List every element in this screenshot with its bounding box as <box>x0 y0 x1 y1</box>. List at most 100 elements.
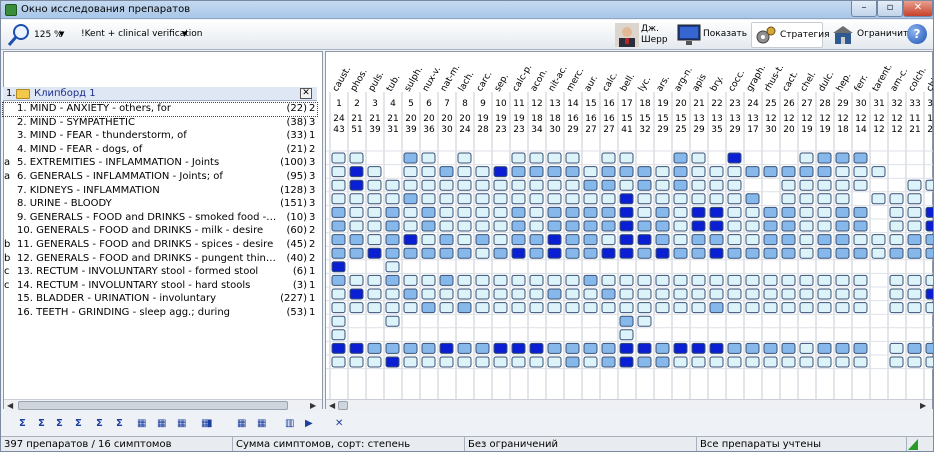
grade-cell[interactable] <box>673 302 688 314</box>
grade-cell[interactable] <box>691 247 706 259</box>
grade-cell[interactable] <box>691 302 706 314</box>
grade-cell[interactable] <box>565 220 580 232</box>
grade-cell[interactable] <box>421 342 436 354</box>
grade-cell[interactable] <box>493 220 508 232</box>
grade-cell[interactable] <box>475 342 490 354</box>
grade-cell[interactable] <box>565 247 580 259</box>
magnifier-icon[interactable] <box>7 23 31 47</box>
grade-cell[interactable] <box>655 274 670 286</box>
grade-cell[interactable] <box>727 152 742 164</box>
grade-cell[interactable] <box>673 234 688 246</box>
grade-cell[interactable] <box>367 274 382 286</box>
grade-cell[interactable] <box>853 288 868 300</box>
grade-cell[interactable] <box>403 220 418 232</box>
grade-cell[interactable] <box>367 302 382 314</box>
grade-cell[interactable] <box>385 179 400 191</box>
grade-cell[interactable] <box>493 166 508 178</box>
grade-cell[interactable] <box>583 179 598 191</box>
grade-cell[interactable] <box>601 302 616 314</box>
grid-hscroll[interactable]: ◀ ▶ <box>326 399 932 411</box>
grade-cell[interactable] <box>457 247 472 259</box>
grade-cell[interactable] <box>817 220 832 232</box>
grade-cell[interactable] <box>799 193 814 205</box>
grade-cell[interactable] <box>727 356 742 368</box>
grade-cell[interactable] <box>889 356 904 368</box>
grade-cell[interactable] <box>655 166 670 178</box>
remedy-name[interactable]: ars. <box>655 74 672 94</box>
grade-cell[interactable] <box>331 288 346 300</box>
grade-cell[interactable] <box>601 234 616 246</box>
grade-cell[interactable] <box>349 247 364 259</box>
grade-cell[interactable] <box>691 152 706 164</box>
zoom-level[interactable]: 125 % <box>34 30 63 40</box>
grade-cell[interactable] <box>349 166 364 178</box>
grade-cell[interactable] <box>511 234 526 246</box>
grade-cell[interactable] <box>637 179 652 191</box>
grade-cell[interactable] <box>439 342 454 354</box>
grade-cell[interactable] <box>493 274 508 286</box>
remedy-name[interactable]: hep. <box>835 71 854 93</box>
grade-cell[interactable] <box>655 179 670 191</box>
remedy-name[interactable]: chi. <box>925 75 934 94</box>
grade-cell[interactable] <box>547 193 562 205</box>
grade-cell[interactable] <box>691 193 706 205</box>
grade-cell[interactable] <box>925 274 934 286</box>
grade-cell[interactable] <box>637 288 652 300</box>
grade-cell[interactable] <box>799 166 814 178</box>
grade-cell[interactable] <box>835 166 850 178</box>
grade-cell[interactable] <box>763 356 778 368</box>
remedy-name[interactable]: aur. <box>583 74 600 94</box>
grade-cell[interactable] <box>925 220 934 232</box>
grade-cell[interactable] <box>799 179 814 191</box>
clipboard-header[interactable]: 1. Клипборд 1 ✕ <box>3 87 317 101</box>
grade-cell[interactable] <box>673 179 688 191</box>
grade-cell[interactable] <box>421 179 436 191</box>
grade-cell[interactable] <box>853 220 868 232</box>
grade-cell[interactable] <box>439 206 454 218</box>
grade-cell[interactable] <box>565 234 580 246</box>
grade-cell[interactable] <box>583 342 598 354</box>
grade-cell[interactable] <box>889 234 904 246</box>
grade-cell[interactable] <box>457 288 472 300</box>
grade-cell[interactable] <box>385 356 400 368</box>
grade-cell[interactable] <box>871 166 886 178</box>
grade-cell[interactable] <box>547 206 562 218</box>
grade-cell[interactable] <box>331 261 346 273</box>
grade-cell[interactable] <box>349 220 364 232</box>
grade-cell[interactable] <box>601 356 616 368</box>
grade-cell[interactable] <box>691 166 706 178</box>
grade-cell[interactable] <box>709 206 724 218</box>
grade-cell[interactable] <box>511 247 526 259</box>
remedy-name[interactable]: calc. <box>601 71 620 94</box>
grade-cell[interactable] <box>781 206 796 218</box>
grade-cell[interactable] <box>907 247 922 259</box>
grade-cell[interactable] <box>511 274 526 286</box>
grade-cell[interactable] <box>619 288 634 300</box>
grade-cell[interactable] <box>493 288 508 300</box>
grade-cell[interactable] <box>565 302 580 314</box>
grade-cell[interactable] <box>907 193 922 205</box>
grade-cell[interactable] <box>547 247 562 259</box>
analysis-tool-icon[interactable]: ▦ <box>237 418 247 429</box>
grade-cell[interactable] <box>385 342 400 354</box>
grade-cell[interactable] <box>781 220 796 232</box>
grade-cell[interactable] <box>583 206 598 218</box>
grade-cell[interactable] <box>727 234 742 246</box>
grade-cell[interactable] <box>385 193 400 205</box>
grade-cell[interactable] <box>529 288 544 300</box>
grade-cell[interactable] <box>475 206 490 218</box>
grade-cell[interactable] <box>331 356 346 368</box>
grade-cell[interactable] <box>475 220 490 232</box>
grade-cell[interactable] <box>583 302 598 314</box>
grade-cell[interactable] <box>511 356 526 368</box>
scroll-left-icon[interactable]: ◀ <box>7 401 14 410</box>
grade-cell[interactable] <box>799 152 814 164</box>
grade-cell[interactable] <box>817 193 832 205</box>
grade-cell[interactable] <box>745 247 760 259</box>
grade-cell[interactable] <box>421 288 436 300</box>
grade-cell[interactable] <box>619 166 634 178</box>
grade-cell[interactable] <box>817 234 832 246</box>
grade-cell[interactable] <box>619 220 634 232</box>
grade-cell[interactable] <box>637 342 652 354</box>
grade-cell[interactable] <box>619 329 634 341</box>
